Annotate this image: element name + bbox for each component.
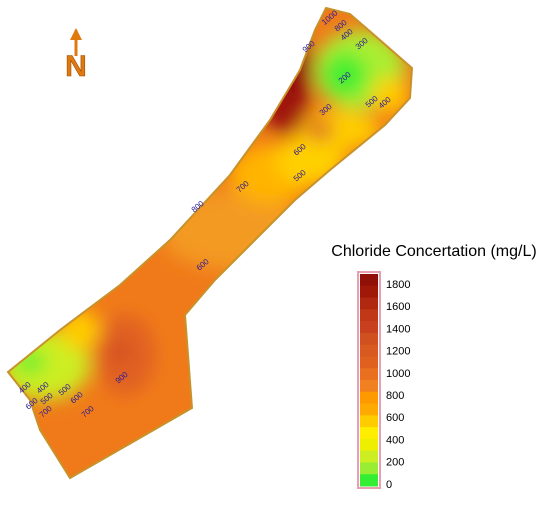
strip-outline (6, 6, 414, 480)
legend-tick-label: 800 (386, 390, 404, 402)
north-label: N (65, 50, 87, 83)
legend-tick-label: 400 (386, 434, 404, 446)
colorbar-step (360, 344, 378, 357)
colorbar-step (360, 462, 378, 475)
colorbar-step (360, 321, 378, 334)
colorbar-step (360, 438, 378, 452)
legend-title: Chloride Concertation (mg/L) (331, 243, 536, 260)
colorbar-step (360, 380, 378, 393)
colorbar-step (360, 285, 378, 299)
colorbar-step (360, 368, 378, 381)
colorbar-step (360, 450, 378, 463)
legend-tick-label: 1000 (386, 368, 410, 380)
legend-tick-label: 1600 (386, 301, 410, 313)
colorbar-step (360, 415, 378, 428)
colorbar-step (360, 427, 378, 440)
legend-tick-label: 1200 (386, 346, 410, 358)
legend-tick-label: 200 (386, 457, 404, 469)
colorbar-step (360, 356, 378, 369)
legend-tick-label: 600 (386, 412, 404, 424)
north-arrow: N (65, 28, 87, 83)
colorbar-step (360, 332, 378, 346)
colorbar-step (360, 297, 378, 310)
colorbar-frame (357, 271, 381, 489)
colorbar-step (360, 309, 378, 322)
colorbar-step (360, 474, 378, 487)
legend-tick-label: 1800 (386, 279, 410, 291)
colorbar (360, 274, 378, 487)
colorbar-step (360, 391, 378, 405)
colorbar-step (360, 274, 378, 287)
legend-tick-label: 0 (386, 479, 392, 491)
colorbar-step (360, 403, 378, 416)
legend-tick-label: 1400 (386, 323, 410, 335)
